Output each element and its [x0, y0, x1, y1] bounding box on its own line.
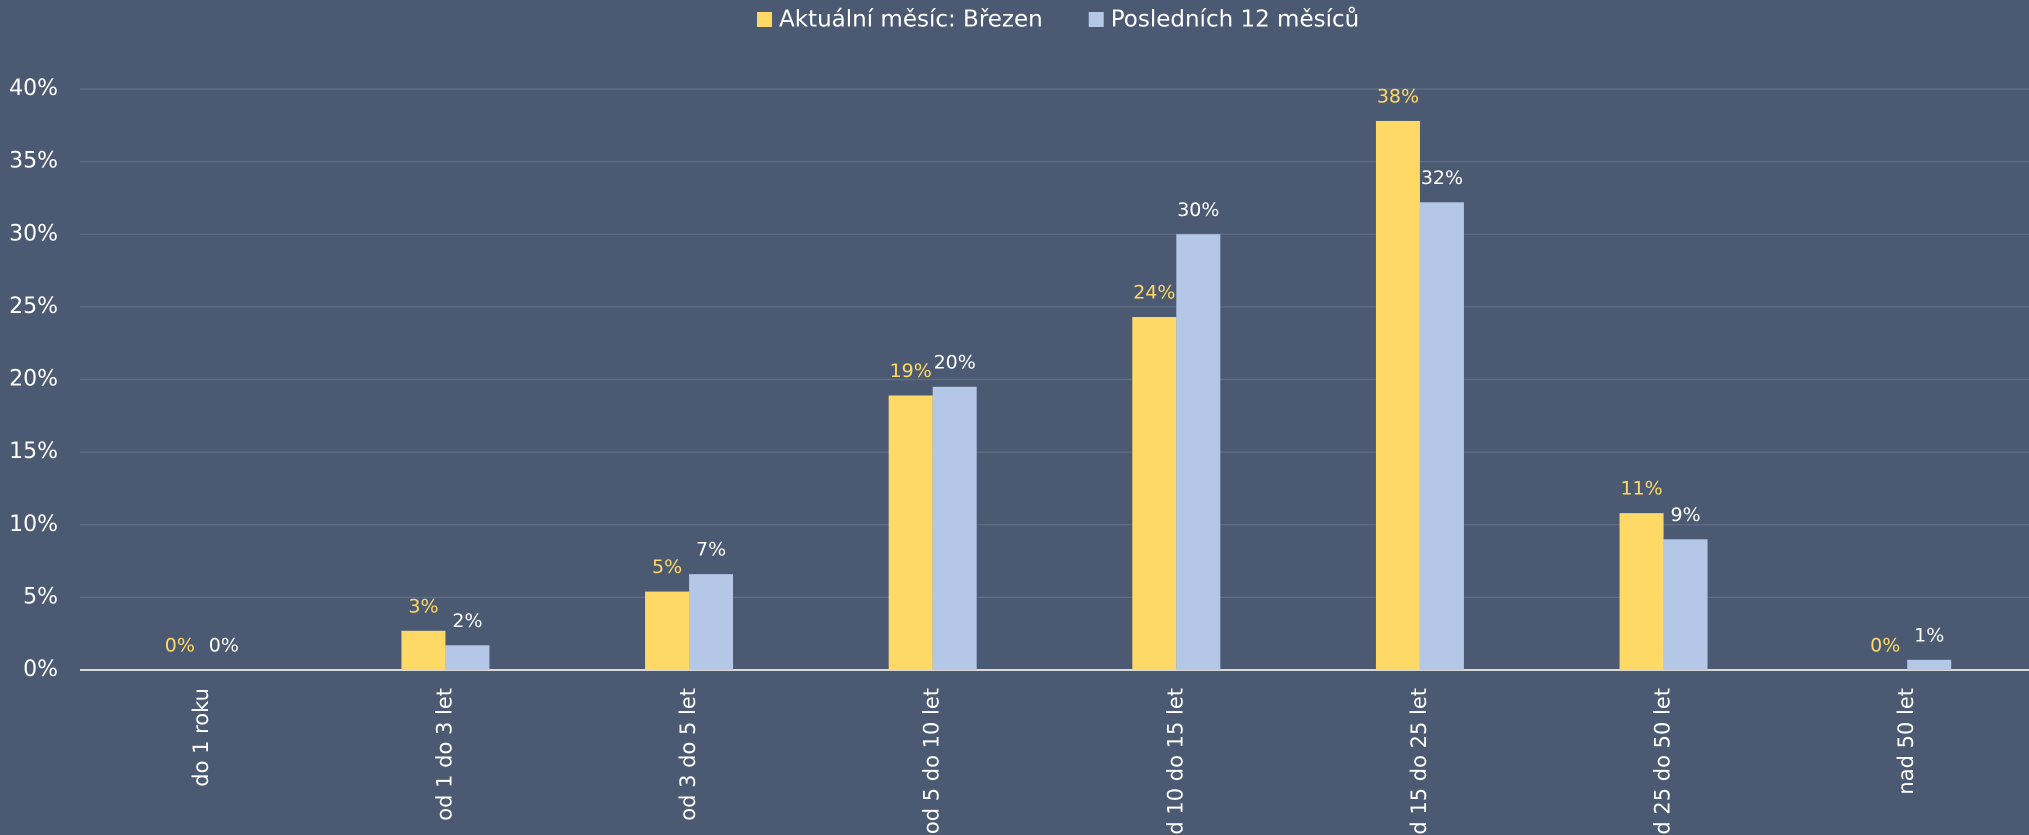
x-tick-label: do 1 roku: [189, 688, 213, 787]
x-tick-label: od 10 do 15 let: [1163, 688, 1187, 835]
data-label: 7%: [696, 539, 726, 561]
bar: [445, 645, 490, 670]
legend-swatch: [1088, 12, 1104, 27]
bar: [1132, 317, 1177, 670]
data-label: 5%: [652, 556, 682, 578]
y-tick-label: 35%: [9, 149, 58, 174]
data-label: 0%: [165, 635, 195, 657]
bar: [1375, 120, 1420, 670]
data-label: 19%: [890, 360, 932, 382]
y-tick-label: 5%: [23, 584, 58, 609]
y-tick-label: 15%: [9, 439, 58, 464]
data-label: 1%: [1914, 624, 1944, 646]
x-tick-label: od 5 do 10 let: [920, 688, 944, 834]
data-label: 38%: [1377, 85, 1419, 107]
data-label: 32%: [1421, 167, 1463, 189]
y-tick-label: 40%: [9, 76, 58, 101]
data-label: 11%: [1620, 478, 1662, 500]
data-label: 9%: [1670, 504, 1700, 526]
x-tick-label: nad 50 let: [1894, 688, 1918, 795]
legend-label: Aktuální měsíc: Březen: [779, 7, 1043, 33]
legend: Aktuální měsíc: Březen Posledních 12 měsí…: [757, 6, 1359, 33]
legend-label: Posledních 12 měsíců: [1111, 6, 1359, 33]
bar: [401, 630, 446, 670]
bar: [689, 574, 734, 670]
y-tick-label: 30%: [9, 221, 58, 246]
data-label: 3%: [408, 595, 438, 617]
data-label: 0%: [209, 635, 239, 657]
data-label: 24%: [1133, 282, 1175, 304]
bar: [1907, 659, 1952, 670]
data-label: 2%: [452, 610, 482, 632]
y-tick-label: 20%: [9, 367, 58, 392]
x-tick-label: od 15 do 25 let: [1407, 688, 1431, 835]
data-label: 0%: [1870, 635, 1900, 657]
bar: [1176, 234, 1221, 670]
x-tick-label: od 25 do 50 let: [1651, 688, 1675, 835]
bar: [1419, 202, 1464, 671]
y-tick-label: 0%: [23, 657, 58, 682]
bar: [645, 591, 690, 670]
y-tick-label: 25%: [9, 294, 58, 319]
x-tick-label: od 3 do 5 let: [676, 688, 700, 821]
x-tick-label: od 1 do 3 let: [432, 688, 456, 821]
data-label: 30%: [1177, 199, 1219, 221]
bar: [888, 395, 933, 670]
data-label: 20%: [934, 351, 976, 373]
legend-swatch: [757, 12, 772, 27]
bar: [1619, 513, 1664, 670]
y-tick-label: 10%: [9, 512, 58, 537]
bar: [1663, 539, 1708, 670]
bar: [932, 386, 977, 670]
